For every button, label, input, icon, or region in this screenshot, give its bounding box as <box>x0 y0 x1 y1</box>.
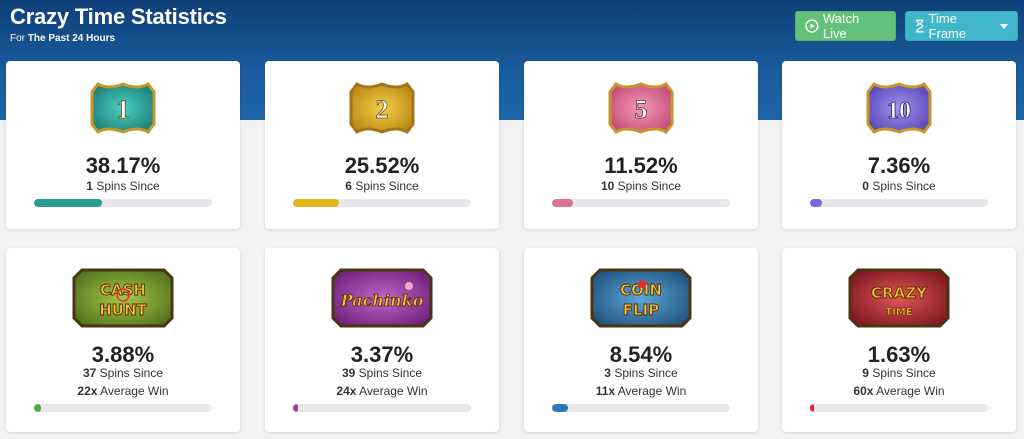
svg-text:TIME: TIME <box>885 307 912 318</box>
bonus-percentage: 1.63% <box>867 342 931 367</box>
probability-bar <box>552 199 730 207</box>
average-win-text: 11x Average Win <box>595 384 687 398</box>
probability-bar <box>552 404 730 412</box>
probability-bar <box>34 199 212 207</box>
segment-percentage: 38.17% <box>85 153 161 178</box>
watch-live-label: Watch Live <box>822 11 860 41</box>
bonus-card-crazy-time: CRAZY TIME 1.63% 9 Spins Since 60x Avera… <box>782 248 1016 432</box>
pachinko-logo-icon: Pachinko <box>329 266 435 330</box>
svg-text:5: 5 <box>635 95 648 124</box>
coin-flip-logo-icon: COIN FLIP <box>588 266 694 330</box>
average-win-text: 22x Average Win <box>77 384 169 398</box>
probability-bar <box>810 199 988 207</box>
crazy-time-logo-icon: CRAZY TIME <box>846 266 952 330</box>
svg-text:Pachinko: Pachinko <box>340 291 424 310</box>
bonus-card-coin-flip: COIN FLIP 8.54% 3 Spins Since 11x Averag… <box>524 248 758 432</box>
probability-bar-fill <box>34 404 42 412</box>
subtitle-prefix: For <box>10 33 25 44</box>
segment-percentage: 7.36% <box>867 153 931 178</box>
svg-text:1: 1 <box>117 95 130 124</box>
cash-hunt-logo-icon: CASH HUNT <box>70 266 176 330</box>
spins-since-text: 9 Spins Since <box>862 366 936 380</box>
segment-percentage: 11.52% <box>604 153 678 178</box>
probability-bar <box>810 404 988 412</box>
number-1-badge-icon: 1 <box>88 80 158 136</box>
chevron-down-icon <box>1000 23 1008 29</box>
bonus-percentage: 3.37% <box>350 342 414 367</box>
segment-percentage: 25.52% <box>344 153 420 178</box>
svg-text:HUNT: HUNT <box>99 301 147 319</box>
svg-text:CASH: CASH <box>100 281 146 299</box>
probability-bar <box>293 199 471 207</box>
probability-bar-fill <box>34 199 102 207</box>
probability-bar <box>34 404 212 412</box>
spins-since-text: 0 Spins Since <box>862 179 936 193</box>
spins-since-text: 3 Spins Since <box>604 366 678 380</box>
segment-card-1: 1 38.17% 1 Spins Since <box>6 61 240 229</box>
svg-text:COIN: COIN <box>620 281 662 299</box>
number-2-badge-icon: 2 <box>347 80 417 136</box>
segment-card-2: 2 25.52% 6 Spins Since <box>265 61 499 229</box>
spins-since-text: 1 Spins Since <box>86 179 160 193</box>
spins-since-text: 37 Spins Since <box>82 366 164 380</box>
watch-live-button[interactable]: Watch Live <box>795 11 896 41</box>
spins-since-text: 39 Spins Since <box>341 366 423 380</box>
svg-text:2: 2 <box>376 95 389 124</box>
bonus-percentage: 8.54% <box>609 342 673 367</box>
probability-bar <box>293 404 471 412</box>
probability-bar-fill <box>293 404 299 412</box>
probability-bar-fill <box>552 199 574 207</box>
segment-card-10: 10 7.36% 0 Spins Since <box>782 61 1016 229</box>
time-frame-dropdown[interactable]: Time Frame <box>905 11 1018 41</box>
svg-text:FLIP: FLIP <box>623 301 659 319</box>
svg-text:10: 10 <box>887 98 911 124</box>
number-5-badge-icon: 5 <box>606 80 676 136</box>
page-subtitle: For The Past 24 Hours <box>10 33 227 44</box>
average-win-text: 60x Average Win <box>853 384 945 398</box>
probability-bar-fill <box>810 199 823 207</box>
bonus-card-pachinko: Pachinko 3.37% 39 Spins Since 24x Averag… <box>265 248 499 432</box>
segment-card-5: 5 11.52% 10 Spins Since <box>524 61 758 229</box>
spins-since-text: 6 Spins Since <box>345 179 419 193</box>
probability-bar-fill <box>552 404 569 412</box>
bonus-percentage: 3.88% <box>91 342 155 367</box>
average-win-text: 24x Average Win <box>336 384 428 398</box>
bonus-card-cash-hunt: CASH HUNT 3.88% 37 Spins Since 22x Avera… <box>6 248 240 432</box>
number-10-badge-icon: 10 <box>864 80 934 136</box>
time-frame-label: Time Frame <box>928 11 967 41</box>
page-title: Crazy Time Statistics <box>10 4 227 29</box>
page-header: Crazy Time Statistics For The Past 24 Ho… <box>10 4 227 44</box>
subtitle-period: The Past 24 Hours <box>27 33 116 44</box>
probability-bar-fill <box>810 404 815 412</box>
svg-text:CRAZY: CRAZY <box>871 284 928 302</box>
play-circle-icon <box>805 19 819 33</box>
hourglass-icon <box>915 19 924 33</box>
probability-bar-fill <box>293 199 340 207</box>
spins-since-text: 10 Spins Since <box>600 179 682 193</box>
